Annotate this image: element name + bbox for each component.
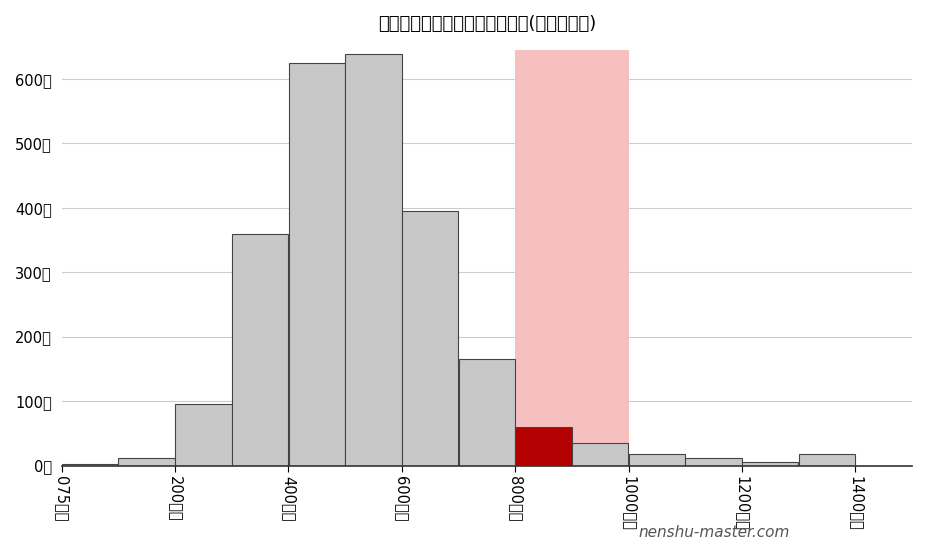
Bar <box>232 233 288 466</box>
Bar <box>62 463 118 466</box>
Bar <box>742 462 798 466</box>
Bar <box>572 443 629 466</box>
Bar <box>629 454 685 466</box>
Bar <box>515 427 572 466</box>
Bar <box>119 458 175 466</box>
Text: nenshu-master.com: nenshu-master.com <box>638 525 790 540</box>
Bar <box>175 404 232 466</box>
Title: 高砂熱学工業の年収ポジション(関東地方内): 高砂熱学工業の年収ポジション(関東地方内) <box>377 15 596 33</box>
Bar <box>515 50 629 466</box>
Bar <box>402 211 458 466</box>
Bar <box>459 359 515 466</box>
Bar <box>685 458 742 466</box>
Bar <box>799 454 856 466</box>
Bar <box>288 63 345 466</box>
Bar <box>345 54 401 466</box>
